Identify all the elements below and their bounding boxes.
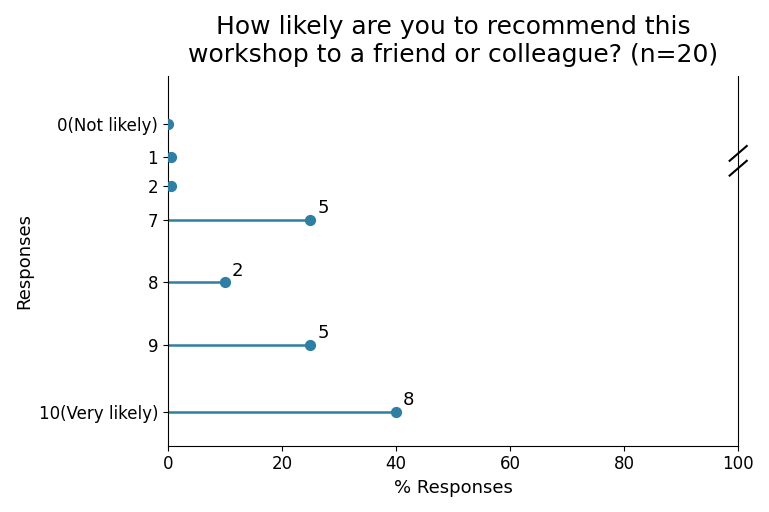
Point [165, 153, 177, 161]
Point [165, 182, 177, 190]
Point [390, 408, 402, 416]
X-axis label: % Responses: % Responses [394, 479, 512, 497]
Y-axis label: Responses: Responses [15, 212, 33, 309]
Title: How likely are you to recommend this
workshop to a friend or colleague? (n=20): How likely are you to recommend this wor… [188, 15, 718, 67]
Text: 2: 2 [231, 262, 243, 280]
Text: 5: 5 [318, 324, 329, 342]
Point [218, 278, 231, 286]
Text: 8: 8 [403, 391, 414, 409]
Point [305, 216, 317, 224]
Point [161, 120, 174, 128]
Text: 5: 5 [318, 199, 329, 217]
Point [305, 340, 317, 349]
